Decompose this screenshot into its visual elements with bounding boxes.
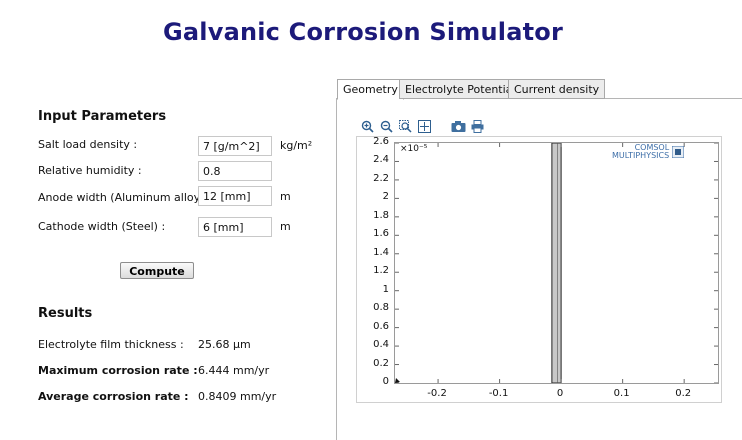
compute-button[interactable]: Compute xyxy=(120,262,194,279)
camera-icon[interactable] xyxy=(451,120,466,133)
y-tick-label: 1.8 xyxy=(373,209,389,221)
salt-load-input[interactable] xyxy=(198,136,272,156)
film-thickness-value: 25.68 µm xyxy=(198,338,251,351)
y-tick-label: 0 xyxy=(382,376,389,387)
y-tick-label: 2.4 xyxy=(373,154,389,166)
x-tick-label: 0 xyxy=(556,388,564,399)
y-tick-label: 1.4 xyxy=(373,246,389,258)
y-tick-label: 1.2 xyxy=(373,265,389,277)
tab-current-density[interactable]: Current density xyxy=(508,79,606,99)
y-tick-label: 2 xyxy=(382,191,389,203)
logo-line1: COMSOL xyxy=(634,143,670,152)
cathode-width-label: Cathode width (Steel) : xyxy=(38,220,166,233)
comsol-logo: COMSOL MULTIPHYSICS xyxy=(612,143,685,160)
salt-load-unit: kg/m² xyxy=(280,139,313,152)
anode-width-label: Anode width (Aluminum alloy) : xyxy=(38,191,212,204)
y-tick-label: 2.6 xyxy=(373,136,389,147)
y-tick-label: 2.2 xyxy=(373,172,389,184)
y-tick-label: 1 xyxy=(382,283,389,295)
tab-electrolyte-potential[interactable]: Electrolyte Potential xyxy=(399,79,522,99)
x-tick-label: -0.1 xyxy=(488,388,509,399)
results-heading: Results xyxy=(38,306,93,321)
y-tick-label: 1.6 xyxy=(373,228,389,240)
relative-humidity-input[interactable] xyxy=(198,161,272,181)
y-tick-label: 0.6 xyxy=(373,320,389,332)
film-thickness-label: Electrolyte film thickness : xyxy=(38,338,184,351)
x-tick-label: 0.2 xyxy=(675,388,692,399)
zoom-in-icon[interactable] xyxy=(361,120,374,133)
geometry-plot-axes[interactable] xyxy=(394,142,719,384)
input-parameters-heading: Input Parameters xyxy=(38,109,167,124)
app-title: Galvanic Corrosion Simulator xyxy=(163,18,563,46)
comsol-logo-icon xyxy=(672,146,685,158)
y-tick-label: 0.8 xyxy=(373,302,389,314)
avg-corrosion-value: 0.8409 mm/yr xyxy=(198,390,277,403)
cathode-width-unit: m xyxy=(280,220,291,233)
zoom-out-icon[interactable] xyxy=(380,120,393,133)
geometry-rectangle xyxy=(551,143,562,383)
y-tick-label: 0.4 xyxy=(373,339,389,351)
logo-line2: MULTIPHYSICS xyxy=(612,151,670,160)
cathode-width-input[interactable] xyxy=(198,217,272,237)
geometry-plot-svg xyxy=(395,143,718,383)
zoom-extents-icon[interactable] xyxy=(418,120,431,133)
relative-humidity-label: Relative humidity : xyxy=(38,164,142,177)
x-tick-label: 0.1 xyxy=(613,388,630,399)
tab-geometry[interactable]: Geometry xyxy=(337,79,404,100)
anode-width-input[interactable] xyxy=(198,186,272,206)
salt-load-label: Salt load density : xyxy=(38,138,138,151)
max-corrosion-value: 6.444 mm/yr xyxy=(198,364,270,377)
print-icon[interactable] xyxy=(471,120,484,133)
axis-triad-marker xyxy=(395,378,400,383)
y-exponent-label: ×10⁻⁵ xyxy=(400,144,428,154)
y-tick-label: 0.2 xyxy=(373,357,389,369)
max-corrosion-label: Maximum corrosion rate : xyxy=(38,364,198,377)
anode-width-unit: m xyxy=(280,190,291,203)
zoom-box-icon[interactable] xyxy=(399,120,412,133)
avg-corrosion-label: Average corrosion rate : xyxy=(38,390,189,403)
x-tick-label: -0.2 xyxy=(427,388,447,399)
